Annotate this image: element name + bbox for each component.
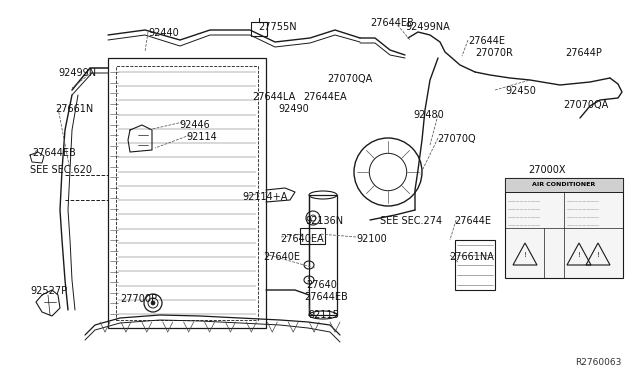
Text: !: ! — [524, 252, 527, 258]
Text: R2760063: R2760063 — [575, 358, 622, 367]
Text: 27000X: 27000X — [528, 165, 566, 175]
Text: ————————: ———————— — [508, 207, 541, 211]
Circle shape — [151, 301, 155, 305]
Text: 92446: 92446 — [179, 120, 210, 130]
Text: 92490: 92490 — [278, 104, 308, 114]
Text: 27640: 27640 — [306, 280, 337, 290]
Text: ————————: ———————— — [508, 215, 541, 219]
Text: 92115: 92115 — [308, 310, 339, 320]
Text: 92499N: 92499N — [58, 68, 96, 78]
Text: 92499NA: 92499NA — [405, 22, 450, 32]
Text: ————————: ———————— — [508, 223, 541, 227]
Text: 92100: 92100 — [356, 234, 387, 244]
Bar — [505, 178, 623, 192]
Text: ————————: ———————— — [567, 223, 600, 227]
Bar — [116, 66, 258, 320]
Text: AIR CONDITIONER: AIR CONDITIONER — [532, 183, 596, 187]
Text: 27644EB: 27644EB — [370, 18, 413, 28]
Text: 27644EB: 27644EB — [304, 292, 348, 302]
Text: 92136N: 92136N — [305, 216, 343, 226]
Text: 27644E: 27644E — [454, 216, 491, 226]
Text: 27070QA: 27070QA — [563, 100, 608, 110]
Text: 27640EA: 27640EA — [280, 234, 324, 244]
Text: 92440: 92440 — [148, 28, 179, 38]
Text: ————————: ———————— — [508, 199, 541, 203]
Text: ————————: ———————— — [567, 215, 600, 219]
Text: 27644P: 27644P — [565, 48, 602, 58]
Bar — [455, 240, 495, 290]
Text: 27700P: 27700P — [120, 294, 157, 304]
Text: !: ! — [596, 252, 600, 258]
Bar — [251, 22, 267, 36]
Bar — [108, 58, 266, 328]
Text: 27661NA: 27661NA — [449, 252, 494, 262]
Text: 27644EB: 27644EB — [32, 148, 76, 158]
Text: 92450: 92450 — [505, 86, 536, 96]
Text: 27755N: 27755N — [258, 22, 296, 32]
Text: 27644E: 27644E — [468, 36, 505, 46]
Text: 92114+A: 92114+A — [242, 192, 287, 202]
Text: 27661N: 27661N — [55, 104, 93, 114]
Text: 27070QA: 27070QA — [327, 74, 372, 84]
Text: 27644EA: 27644EA — [303, 92, 347, 102]
Text: 27070R: 27070R — [475, 48, 513, 58]
Text: !: ! — [577, 252, 580, 258]
Text: 92114: 92114 — [186, 132, 217, 142]
Text: SEE SEC.274: SEE SEC.274 — [380, 216, 442, 226]
Bar — [300, 228, 325, 244]
Text: 27070Q: 27070Q — [437, 134, 476, 144]
Text: ————————: ———————— — [567, 207, 600, 211]
Text: 92480: 92480 — [413, 110, 444, 120]
Text: SEE SEC.620: SEE SEC.620 — [30, 165, 92, 175]
Bar — [505, 178, 623, 278]
Text: 27644LA: 27644LA — [252, 92, 295, 102]
Text: 27640E: 27640E — [263, 252, 300, 262]
Text: ————————: ———————— — [567, 199, 600, 203]
Text: 92527P: 92527P — [30, 286, 67, 296]
